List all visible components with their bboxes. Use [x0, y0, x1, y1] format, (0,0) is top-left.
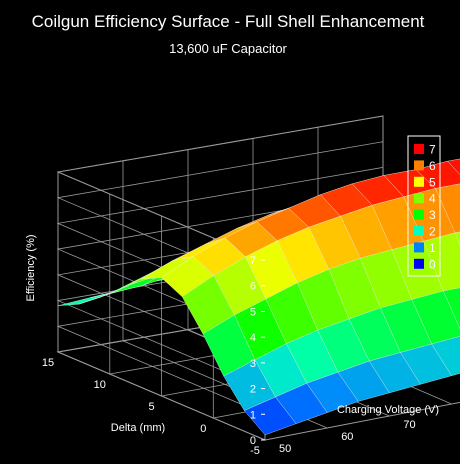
z-tick-label: 3 — [250, 358, 256, 370]
delta-tick-label: 5 — [148, 401, 154, 413]
surface-cell — [447, 158, 460, 176]
legend-label: 0 — [429, 257, 436, 271]
z-tick-label: 7 — [250, 255, 256, 267]
surface-cell — [423, 232, 460, 292]
delta-axis-label: Delta (mm) — [111, 422, 165, 434]
legend-frame — [407, 135, 441, 277]
surface-cell — [435, 183, 460, 234]
legend-swatch — [414, 193, 424, 204]
z-tick-label: 5 — [250, 306, 256, 318]
voltage-axis-label: Charging Voltage (V) — [337, 404, 439, 416]
z-tick-label: 0 — [250, 435, 256, 447]
surface-cell — [431, 336, 460, 376]
z-tick-label: 4 — [250, 332, 256, 344]
legend-swatch — [414, 160, 424, 171]
z-axis-label: Efficiency (%) — [25, 234, 37, 301]
z-tick-label: 2 — [250, 384, 256, 396]
surface-cell — [454, 231, 460, 247]
legend-swatch — [414, 144, 424, 154]
z-tick-label: 1 — [250, 409, 256, 421]
legend-label: 1 — [429, 241, 436, 255]
chart-title: Coilgun Efficiency Surface - Full Shell … — [32, 12, 425, 31]
legend-swatch — [414, 209, 424, 220]
chart-subtitle: 13,600 uF Capacitor — [169, 41, 287, 56]
delta-tick-label: -5 — [250, 445, 260, 457]
legend-label: 2 — [429, 225, 436, 239]
voltage-tick-label: 70 — [403, 419, 415, 431]
z-tick-label: 6 — [250, 281, 256, 293]
voltage-tick-label: 50 — [279, 443, 291, 455]
voltage-tick-label: 60 — [341, 431, 353, 443]
legend-label: 6 — [429, 159, 436, 173]
legend-swatch — [414, 226, 424, 236]
legend-label: 7 — [429, 143, 436, 157]
legend-label: 5 — [429, 175, 436, 189]
legend-swatch — [414, 258, 424, 269]
legend-label: 4 — [429, 192, 436, 206]
surface-cell — [442, 287, 460, 330]
legend-swatch — [414, 242, 424, 253]
z-gridline — [56, 115, 384, 261]
surface-cell — [415, 160, 460, 189]
legend-label: 3 — [429, 208, 436, 222]
legend-swatch — [414, 176, 424, 187]
delta-tick-label: 0 — [200, 423, 206, 435]
delta-tick-label: 15 — [42, 357, 54, 369]
delta-tick-label: 10 — [94, 379, 106, 391]
surface-cell — [411, 290, 460, 345]
legend: 7 6 5 4 3 2 1 0 — [407, 135, 441, 277]
